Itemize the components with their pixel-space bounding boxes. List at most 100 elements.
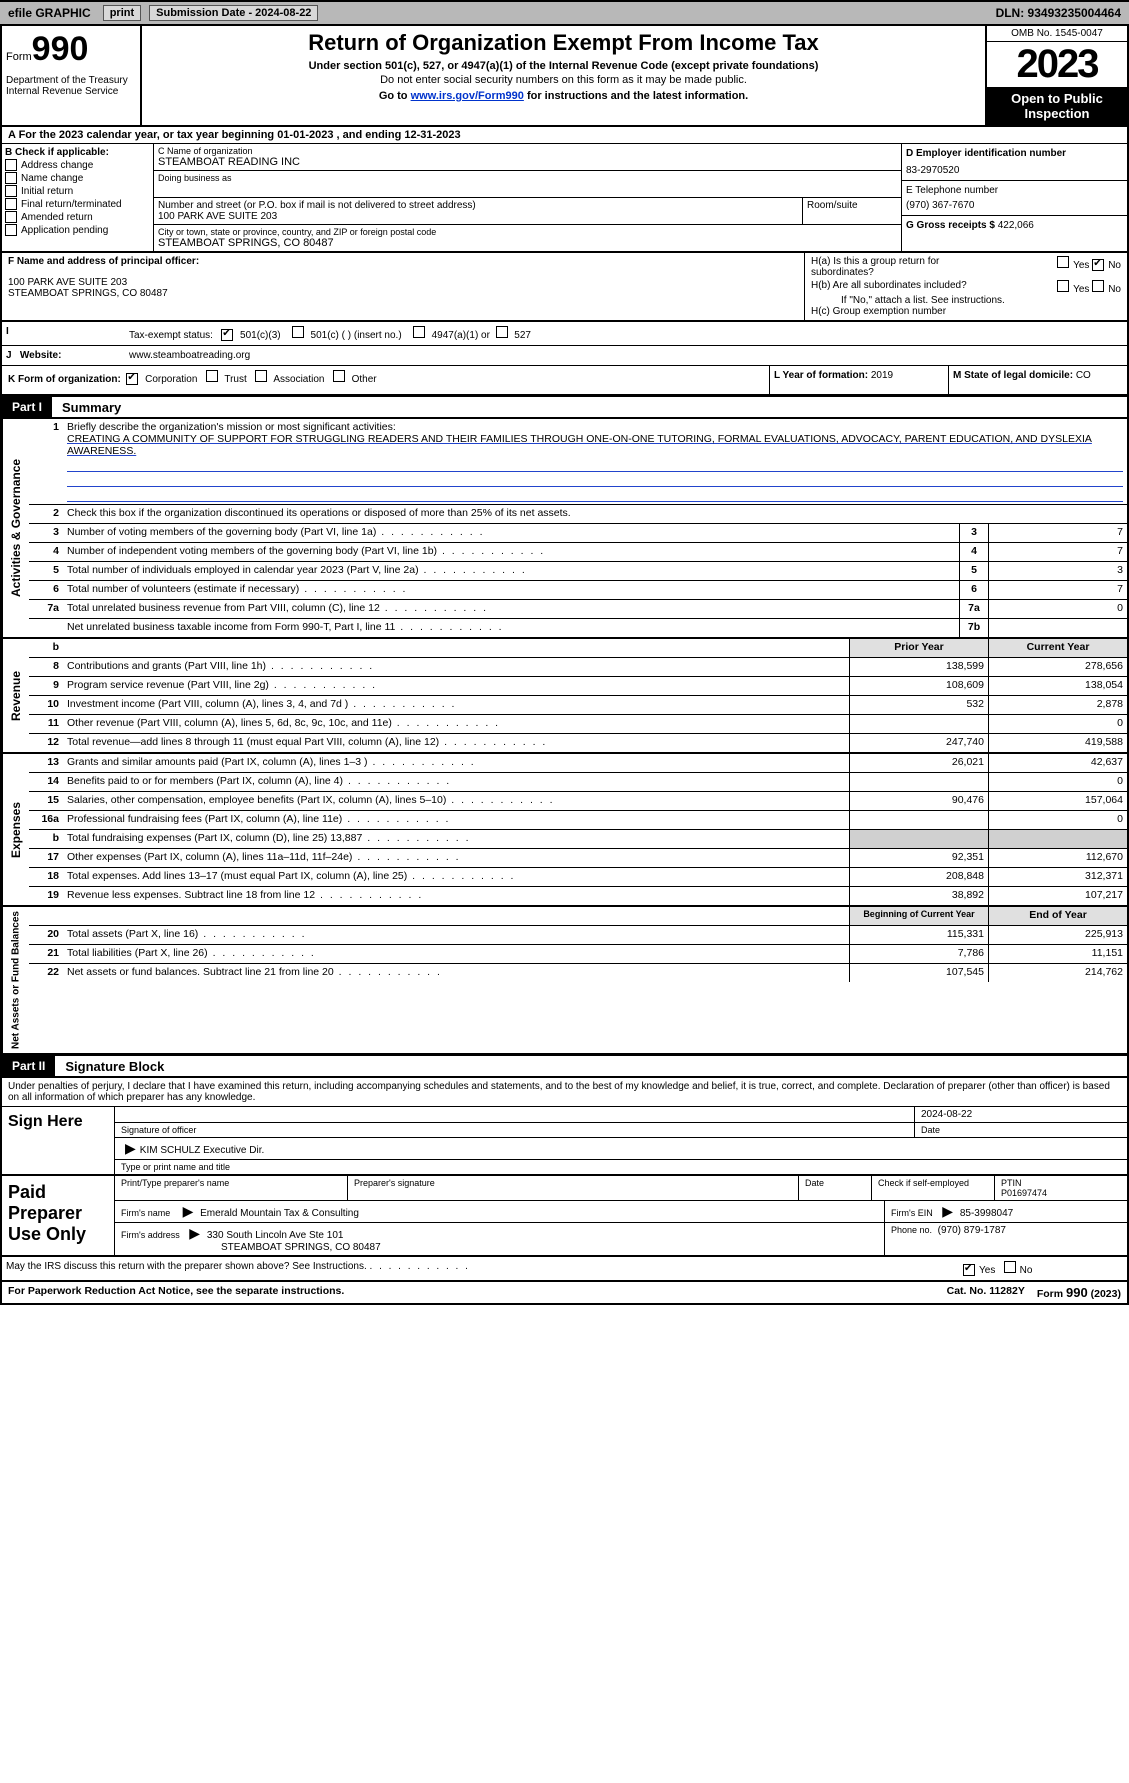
officer-addr1: 100 PARK AVE SUITE 203 xyxy=(8,277,798,288)
state-domicile: CO xyxy=(1076,370,1091,381)
top-bar: efile GRAPHIC print Submission Date - 20… xyxy=(0,0,1129,25)
exp-prior-15: 90,476 xyxy=(849,792,988,810)
gov-value-7a: 0 xyxy=(988,600,1127,618)
gov-value-3: 7 xyxy=(988,524,1127,542)
checkbox-amended[interactable] xyxy=(5,211,17,223)
ha-no-checkbox[interactable] xyxy=(1092,259,1104,271)
exp-current-17: 112,670 xyxy=(988,849,1127,867)
hb-yes-checkbox[interactable] xyxy=(1057,280,1069,292)
exp-prior-17: 92,351 xyxy=(849,849,988,867)
trust-checkbox[interactable] xyxy=(206,370,218,382)
form-org-label: K Form of organization: xyxy=(8,374,121,385)
instructions-link[interactable]: www.irs.gov/Form990 xyxy=(411,90,524,102)
efile-label: efile GRAPHIC xyxy=(0,6,99,20)
rev-current-12: 419,588 xyxy=(988,734,1127,752)
net-begin-20: 115,331 xyxy=(849,926,988,944)
address-label: Number and street (or P.O. box if mail i… xyxy=(158,200,798,211)
checkbox-initial-return[interactable] xyxy=(5,185,17,197)
section-revenue-label: Revenue xyxy=(2,639,29,752)
arrow-icon: ▶ xyxy=(185,1225,204,1241)
footer-left: For Paperwork Reduction Act Notice, see … xyxy=(2,1282,941,1303)
officer-label: F Name and address of principal officer: xyxy=(8,256,798,267)
checkbox-name-change[interactable] xyxy=(5,172,17,184)
website-value: www.steamboatreading.org xyxy=(129,350,250,361)
dba-label: Doing business as xyxy=(158,173,897,183)
form-title: Return of Organization Exempt From Incom… xyxy=(148,30,979,56)
arrow-icon: ▶ xyxy=(938,1203,957,1219)
gov-value-6: 7 xyxy=(988,581,1127,599)
mission-value: CREATING A COMMUNITY OF SUPPORT FOR STRU… xyxy=(67,433,1092,457)
year-formation: 2019 xyxy=(871,370,893,381)
checkbox-pending[interactable] xyxy=(5,224,17,236)
rev-current-8: 278,656 xyxy=(988,658,1127,676)
part1-tag: Part I xyxy=(2,397,52,417)
gov-value-5: 3 xyxy=(988,562,1127,580)
end-year-header: End of Year xyxy=(988,907,1127,925)
city-value: STEAMBOAT SPRINGS, CO 80487 xyxy=(158,237,897,249)
form-number: 990 xyxy=(32,30,89,68)
discuss-no-checkbox[interactable] xyxy=(1004,1261,1016,1273)
501c3-checkbox[interactable] xyxy=(221,329,233,341)
org-name-value: STEAMBOAT READING INC xyxy=(158,156,897,168)
sign-here-label: Sign Here xyxy=(2,1107,115,1174)
telephone-value: (970) 367-7670 xyxy=(906,196,1123,211)
checkbox-final-return[interactable] xyxy=(5,198,17,210)
rev-prior-8: 138,599 xyxy=(849,658,988,676)
rev-prior-12: 247,740 xyxy=(849,734,988,752)
submission-date: Submission Date - 2024-08-22 xyxy=(149,5,318,21)
exp-current-16a: 0 xyxy=(988,811,1127,829)
ein-label: D Employer identification number xyxy=(906,148,1123,159)
gov-value-4: 7 xyxy=(988,543,1127,561)
sign-date: 2024-08-22 xyxy=(915,1107,1127,1122)
rev-current-10: 2,878 xyxy=(988,696,1127,714)
exp-prior-14 xyxy=(849,773,988,791)
discuss-yes-checkbox[interactable] xyxy=(963,1264,975,1276)
department-label: Department of the Treasury Internal Reve… xyxy=(6,75,136,97)
org-name-label: C Name of organization xyxy=(158,146,897,156)
firm-name: Emerald Mountain Tax & Consulting xyxy=(200,1208,359,1219)
net-begin-21: 7,786 xyxy=(849,945,988,963)
ein-value: 83-2970520 xyxy=(906,159,1123,176)
col-b-header: B Check if applicable: xyxy=(5,147,150,158)
assoc-checkbox[interactable] xyxy=(255,370,267,382)
hc-label: H(c) Group exemption number xyxy=(811,306,1121,317)
part2-tag: Part II xyxy=(2,1056,55,1076)
exp-prior-b xyxy=(849,830,988,848)
net-end-21: 11,151 xyxy=(988,945,1127,963)
section-expenses-label: Expenses xyxy=(2,754,29,905)
gross-label: G Gross receipts $ xyxy=(906,220,995,231)
527-checkbox[interactable] xyxy=(496,326,508,338)
print-button[interactable]: print xyxy=(103,5,141,21)
exp-prior-13: 26,021 xyxy=(849,754,988,772)
footer-mid: Cat. No. 11282Y xyxy=(941,1282,1031,1303)
hb-no-checkbox[interactable] xyxy=(1092,280,1104,292)
firm-addr1: 330 South Lincoln Ave Ste 101 xyxy=(207,1230,344,1241)
4947-checkbox[interactable] xyxy=(413,326,425,338)
firm-ein: 85-3998047 xyxy=(960,1208,1013,1219)
501c-checkbox[interactable] xyxy=(292,326,304,338)
exp-current-14: 0 xyxy=(988,773,1127,791)
dln-label: DLN: 93493235004464 xyxy=(988,6,1129,20)
goto-line: Go to www.irs.gov/Form990 for instructio… xyxy=(148,90,979,102)
footer-right: Form 990 (2023) xyxy=(1031,1282,1127,1303)
form-subtitle-2: Do not enter social security numbers on … xyxy=(148,74,979,86)
row-a-period: A For the 2023 calendar year, or tax yea… xyxy=(0,127,1129,144)
section-netassets-label: Net Assets or Fund Balances xyxy=(2,907,29,1053)
ptin-value: P01697474 xyxy=(1001,1188,1121,1198)
ha-label: H(a) Is this a group return for subordin… xyxy=(811,256,991,278)
telephone-label: E Telephone number xyxy=(906,185,1123,196)
net-end-22: 214,762 xyxy=(988,964,1127,982)
checkbox-address-change[interactable] xyxy=(5,159,17,171)
exp-prior-16a xyxy=(849,811,988,829)
corp-checkbox[interactable] xyxy=(126,373,138,385)
ha-yes-checkbox[interactable] xyxy=(1057,256,1069,268)
hb-note: If "No," attach a list. See instructions… xyxy=(811,295,1121,306)
other-checkbox[interactable] xyxy=(333,370,345,382)
firm-addr2: STEAMBOAT SPRINGS, CO 80487 xyxy=(121,1242,381,1253)
gov-value-7b xyxy=(988,619,1127,637)
section-governance-label: Activities & Governance xyxy=(2,419,29,637)
rev-prior-11 xyxy=(849,715,988,733)
col-b-checkboxes: B Check if applicable: Address change Na… xyxy=(2,144,154,251)
firm-phone: (970) 879-1787 xyxy=(938,1225,1006,1236)
part2-title: Signature Block xyxy=(55,1059,164,1074)
